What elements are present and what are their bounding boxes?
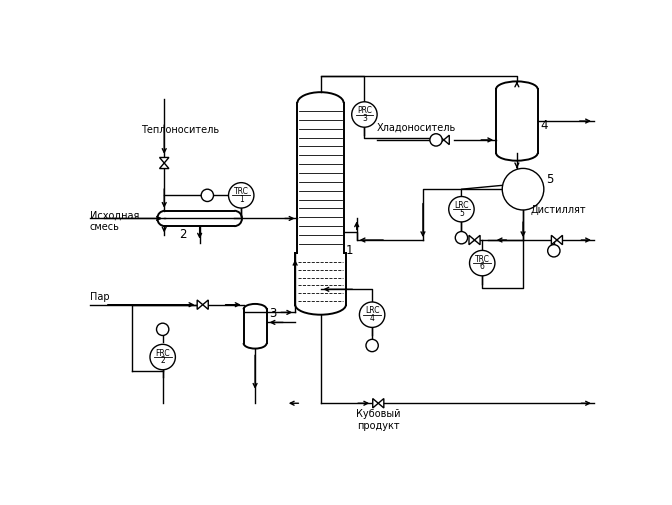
Text: 6: 6 <box>480 263 485 271</box>
Text: Пар: Пар <box>89 291 109 301</box>
Text: 5: 5 <box>459 209 464 218</box>
Text: LRC: LRC <box>365 307 380 316</box>
Text: 3: 3 <box>362 114 367 123</box>
Polygon shape <box>203 300 208 310</box>
Polygon shape <box>438 135 444 144</box>
Text: TRC: TRC <box>475 255 490 264</box>
Circle shape <box>456 231 468 244</box>
Polygon shape <box>378 398 384 408</box>
Text: 1: 1 <box>346 244 353 257</box>
Text: PRC: PRC <box>357 106 372 115</box>
Text: 1: 1 <box>239 194 243 204</box>
Circle shape <box>449 196 474 222</box>
Polygon shape <box>474 235 480 245</box>
Text: TRC: TRC <box>234 187 249 196</box>
Circle shape <box>201 189 214 201</box>
Polygon shape <box>552 235 557 245</box>
Text: Теплоноситель: Теплоноситель <box>141 125 219 135</box>
Polygon shape <box>557 235 562 245</box>
Polygon shape <box>444 135 450 144</box>
Text: 4: 4 <box>370 314 374 323</box>
Circle shape <box>228 183 254 208</box>
Circle shape <box>157 323 169 335</box>
Text: Кубовый
продукт: Кубовый продукт <box>356 410 401 431</box>
Text: 2: 2 <box>161 357 165 365</box>
Text: FRC: FRC <box>155 349 170 358</box>
Text: Исходная
смесь: Исходная смесь <box>89 211 139 232</box>
Circle shape <box>150 344 175 370</box>
Circle shape <box>366 339 378 351</box>
Polygon shape <box>159 163 169 169</box>
Text: 5: 5 <box>546 173 554 186</box>
Circle shape <box>502 168 544 210</box>
Circle shape <box>351 102 377 127</box>
Circle shape <box>548 244 560 257</box>
Circle shape <box>470 250 495 276</box>
Text: Дистиллят: Дистиллят <box>531 205 587 215</box>
Text: LRC: LRC <box>454 201 468 210</box>
Polygon shape <box>469 235 474 245</box>
Text: Хладоноситель: Хладоноситель <box>377 122 456 132</box>
Polygon shape <box>373 398 378 408</box>
Circle shape <box>360 302 385 327</box>
Circle shape <box>430 134 442 146</box>
Text: 4: 4 <box>540 119 548 132</box>
Polygon shape <box>159 158 169 163</box>
Polygon shape <box>197 300 203 310</box>
Text: 2: 2 <box>179 228 187 241</box>
Text: 3: 3 <box>269 307 276 320</box>
